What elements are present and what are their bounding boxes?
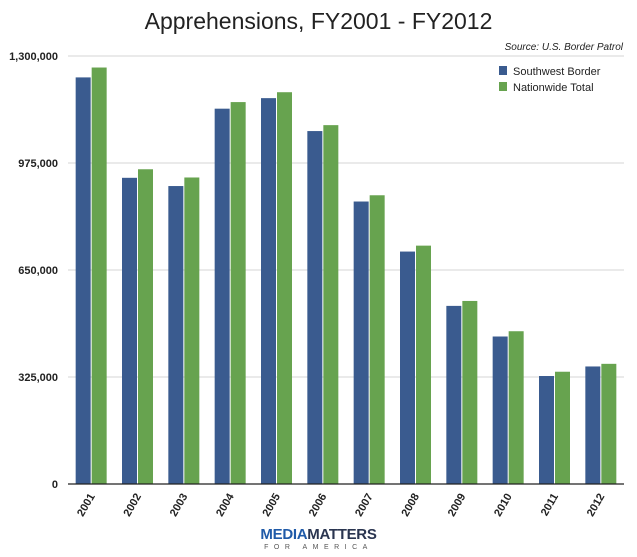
bar-southwest-border-2004 [214,108,230,484]
bar-nationwide-total-2005 [277,92,292,484]
bar-southwest-border-2008 [400,251,415,484]
bar-nationwide-total-2003 [184,177,200,485]
bar-southwest-border-2005 [261,98,276,484]
logo-word-matters: MATTERS [307,526,377,543]
legend-swatch [499,82,507,91]
x-tick-label: 2003 [168,492,191,519]
logo-tagline: FOR AMERICA [264,544,373,551]
x-tick-label: 2008 [399,492,422,519]
legend: Southwest Border Nationwide Total [499,66,601,94]
bars [75,67,617,485]
y-tick-labels: 0 325,000 650,000 975,000 1,300,000 [9,51,58,491]
bar-nationwide-total-2006 [323,125,339,484]
bar-nationwide-total-2012 [601,363,617,484]
x-tick-label: 2010 [492,492,515,519]
source-note: Source: U.S. Border Patrol [504,42,623,53]
legend-swatch [499,66,507,75]
bar-nationwide-total-2001 [91,67,107,485]
x-tick-label: 2009 [446,492,469,519]
legend-label: Southwest Border [513,66,601,78]
bar-southwest-border-2011 [539,376,554,484]
bar-southwest-border-2001 [75,77,91,485]
media-matters-logo: MEDIAMATTERS FOR AMERICA [0,527,637,552]
y-tick-label: 0 [52,479,58,491]
grid-lines [68,55,624,378]
chart-title: Apprehensions, FY2001 - FY2012 [144,8,493,34]
x-tick-label: 2006 [307,492,330,519]
x-tick-label: 2002 [121,492,144,519]
y-tick-label: 975,000 [18,158,58,170]
bar-nationwide-total-2002 [138,169,153,485]
bar-southwest-border-2003 [168,186,184,485]
logo-word-media: MEDIA [260,526,308,543]
bar-nationwide-total-2008 [416,245,431,484]
y-tick-label: 325,000 [18,372,58,384]
bar-southwest-border-2006 [307,131,323,484]
y-tick-label: 650,000 [18,265,58,277]
x-tick-labels: 2001 2002 2003 2004 2005 2006 2007 2008 2009 2010… [75,491,607,519]
bar-southwest-border-2009 [446,305,462,484]
bar-nationwide-total-2009 [462,300,478,484]
bar-southwest-border-2002 [122,177,137,485]
x-tick-label: 2011 [539,492,561,519]
x-tick-label: 2012 [585,492,608,519]
bar-nationwide-total-2004 [230,102,246,484]
bar-southwest-border-2007 [353,201,369,484]
x-tick-label: 2004 [214,491,237,519]
x-tick-label: 2005 [260,492,283,519]
y-tick-label: 1,300,000 [9,51,58,63]
logo-wordmark: MEDIAMATTERS [0,527,637,543]
bar-nationwide-total-2011 [555,371,570,484]
bar-nationwide-total-2010 [508,331,524,484]
bar-nationwide-total-2007 [369,195,385,484]
x-tick-label: 2007 [353,492,376,519]
legend-label: Nationwide Total [513,82,594,94]
bar-southwest-border-2010 [492,336,508,484]
x-tick-label: 2001 [75,492,98,519]
bar-southwest-border-2012 [585,366,601,484]
